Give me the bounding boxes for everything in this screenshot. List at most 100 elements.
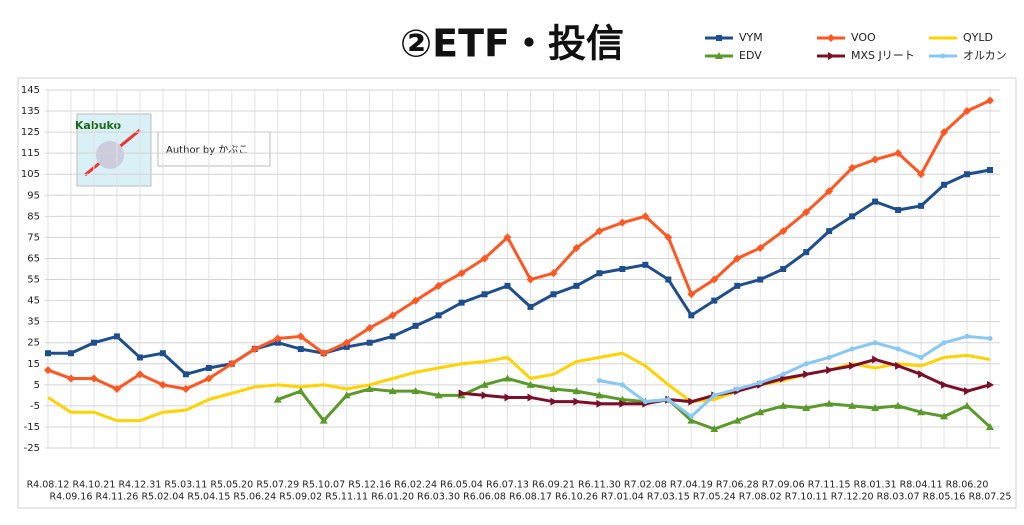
marker <box>342 391 351 399</box>
marker <box>779 401 788 409</box>
logo-cat <box>96 141 124 169</box>
series-line <box>48 168 991 376</box>
marker <box>297 346 304 353</box>
x-tick-label: R8.03.07 <box>877 492 920 503</box>
marker <box>895 207 902 214</box>
marker <box>205 364 212 371</box>
x-tick-label: R7.04.19 <box>670 480 713 491</box>
y-tick-label: 95 <box>27 190 40 201</box>
marker <box>733 416 742 424</box>
marker <box>734 386 740 392</box>
y-tick-label: 15 <box>27 359 40 370</box>
marker <box>871 155 880 164</box>
marker <box>711 392 717 398</box>
y-tick-label: 135 <box>21 106 40 117</box>
marker <box>458 389 466 398</box>
marker <box>872 198 879 205</box>
x-tick-label: R6.05.04 <box>440 480 483 491</box>
marker <box>803 249 810 256</box>
x-tick-label: R8.06.20 <box>946 480 989 491</box>
marker <box>596 378 602 384</box>
chart-title: ②ETF・投信 <box>400 22 624 66</box>
legend-label: オルカン <box>963 49 1007 62</box>
y-tick-label: 85 <box>27 211 40 222</box>
x-tick-label: R5.11.11 <box>325 492 368 503</box>
x-tick-label: R5.04.15 <box>187 492 230 503</box>
x-tick-label: R7.08.02 <box>739 492 782 503</box>
marker <box>549 269 558 278</box>
x-tick-label: R4.12.31 <box>118 480 161 491</box>
marker <box>918 354 924 360</box>
y-tick-label: -5 <box>30 401 40 412</box>
marker <box>894 401 903 409</box>
series <box>596 333 993 419</box>
x-tick-label: R4.11.26 <box>95 492 138 503</box>
x-tick-label: R5.06.24 <box>233 492 276 503</box>
marker <box>733 254 742 263</box>
marker <box>665 397 671 403</box>
marker <box>779 227 788 236</box>
marker <box>941 340 947 346</box>
marker <box>89 374 98 383</box>
marker <box>550 291 557 298</box>
marker <box>849 361 857 370</box>
marker <box>710 425 719 433</box>
marker <box>273 334 282 343</box>
marker <box>688 312 695 319</box>
y-tick-label: 75 <box>27 232 40 243</box>
series <box>273 374 994 433</box>
marker <box>504 282 511 289</box>
marker <box>687 290 696 299</box>
x-tick-label: R8.01.31 <box>854 480 897 491</box>
y-tick-label: 145 <box>21 85 40 96</box>
marker <box>780 374 788 383</box>
series-line <box>277 376 992 431</box>
marker <box>45 350 51 357</box>
legend-label: QYLD <box>963 31 993 44</box>
marker <box>319 349 328 358</box>
x-tick-label: R6.06.08 <box>463 492 506 503</box>
x-tick-label: R6.09.21 <box>532 480 575 491</box>
y-tick-label: 65 <box>27 253 40 264</box>
marker <box>44 366 52 375</box>
marker <box>503 374 512 382</box>
marker <box>388 311 397 320</box>
series-line <box>599 334 991 419</box>
marker <box>526 380 535 388</box>
marker <box>964 387 972 396</box>
y-tick-label: 5 <box>34 380 40 391</box>
marker <box>319 416 328 424</box>
legend-label: MXS Jリート <box>851 49 915 62</box>
marker <box>113 333 120 340</box>
marker <box>112 385 121 394</box>
x-tick-label: R6.02.24 <box>394 480 437 491</box>
marker <box>434 391 443 399</box>
marker <box>595 227 604 236</box>
marker <box>917 408 926 416</box>
series <box>45 167 993 378</box>
x-tick-label: R5.05.20 <box>210 480 253 491</box>
logo-text: Kabuko <box>75 119 122 132</box>
x-tick-label: R4.10.21 <box>73 480 116 491</box>
marker <box>848 401 857 409</box>
x-tick-label: R8.05.16 <box>923 492 966 503</box>
marker <box>135 370 144 379</box>
marker <box>918 370 926 379</box>
marker <box>642 261 649 268</box>
marker <box>159 350 166 357</box>
marker <box>964 171 971 178</box>
marker <box>642 399 648 405</box>
marker <box>342 338 351 347</box>
marker <box>595 391 604 399</box>
marker <box>826 366 834 375</box>
marker <box>296 332 305 341</box>
y-tick-label: -25 <box>24 443 40 454</box>
y-tick-label: -15 <box>24 422 40 433</box>
marker <box>803 361 809 367</box>
marker <box>641 212 650 221</box>
marker <box>435 312 442 319</box>
marker <box>618 218 627 227</box>
x-tick-label: R6.11.30 <box>578 480 621 491</box>
marker <box>987 167 993 174</box>
